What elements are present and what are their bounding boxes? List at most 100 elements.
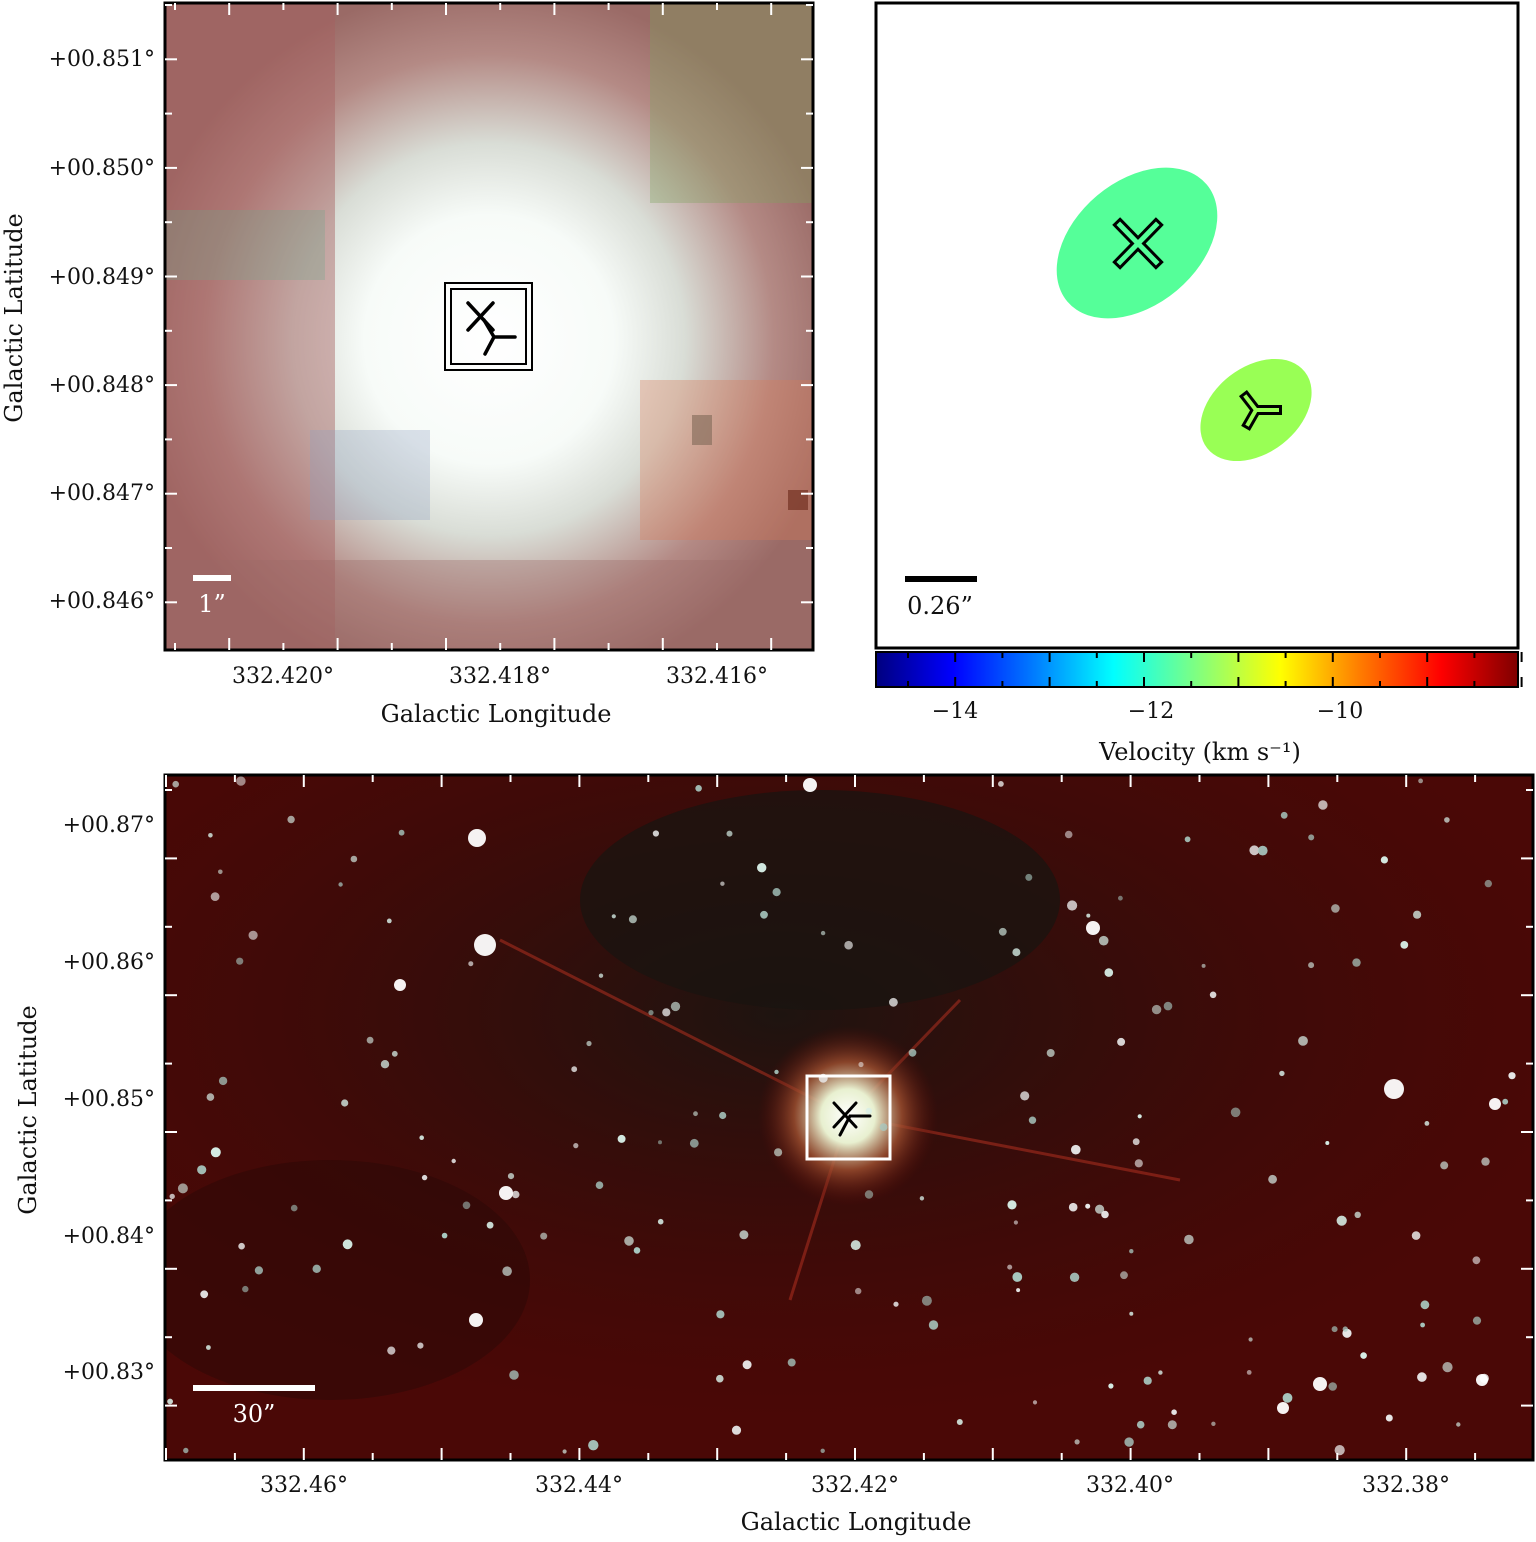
star	[893, 1301, 899, 1307]
colorbar-tick-label: −12	[1128, 699, 1174, 724]
b-yaxis-label: Galactic Latitude	[14, 1005, 42, 1215]
star	[562, 1449, 567, 1454]
b-ytick-label: +00.84°	[63, 1224, 155, 1249]
b-xtick-label: 332.40°	[1086, 1473, 1174, 1498]
star	[1318, 800, 1328, 810]
star	[1007, 1200, 1017, 1210]
star	[1230, 1107, 1241, 1118]
star	[169, 1193, 175, 1200]
star	[1508, 1072, 1516, 1080]
star	[1257, 845, 1268, 856]
star	[1143, 1376, 1152, 1385]
star	[507, 1173, 515, 1180]
bright-star	[803, 778, 817, 792]
star	[1046, 1049, 1055, 1057]
top-left-xticks	[174, 3, 773, 650]
star	[1074, 1439, 1080, 1445]
star	[998, 927, 1007, 936]
star	[441, 1232, 448, 1239]
star	[200, 1290, 209, 1299]
star	[739, 1230, 749, 1240]
star	[350, 855, 358, 863]
star	[1184, 836, 1191, 843]
b-ytick-label: +00.87°	[63, 813, 155, 838]
star	[652, 830, 660, 837]
star	[855, 1287, 862, 1295]
star	[611, 914, 616, 919]
top-right-panel: 0.26” −14 −12 −10 Velocity (km s⁻¹)	[874, 1, 1523, 766]
star	[312, 1264, 321, 1274]
star	[1456, 1422, 1461, 1427]
star	[254, 1266, 263, 1275]
bright-star	[1277, 1402, 1289, 1414]
top-left-panel: 332.420° 332.418° 332.416° +00.851° +00.…	[0, 1, 815, 728]
tri-marker-icon	[1238, 389, 1282, 431]
colorbar-label: Velocity (km s⁻¹)	[1098, 738, 1301, 766]
star	[850, 1240, 861, 1251]
star	[1167, 1420, 1177, 1430]
star	[1209, 991, 1217, 999]
star	[1411, 1231, 1421, 1240]
star	[342, 1239, 353, 1250]
star	[1246, 1370, 1252, 1375]
star	[1201, 963, 1206, 968]
tl-xtick-label: 332.416°	[666, 664, 768, 689]
star	[468, 961, 474, 967]
star	[451, 1158, 456, 1164]
star	[1331, 904, 1340, 913]
star	[1124, 1437, 1134, 1447]
bottom-panel: 332.46° 332.44° 332.42° 332.40° 332.38° …	[14, 773, 1535, 1536]
b-xtick-label: 332.46°	[260, 1473, 348, 1498]
star	[1418, 778, 1423, 784]
x-marker-icon	[1112, 217, 1164, 270]
star	[1064, 830, 1073, 839]
bottom-frame	[163, 773, 1535, 1462]
tl-yaxis-label: Galactic Latitude	[0, 213, 28, 423]
star	[1385, 1414, 1393, 1422]
tl-inset-box-inner	[450, 288, 527, 365]
star	[720, 881, 725, 886]
star	[1013, 1220, 1019, 1225]
star	[787, 1358, 796, 1367]
star	[1249, 845, 1260, 856]
star	[658, 1140, 662, 1145]
b-xtick-label: 332.42°	[811, 1473, 899, 1498]
star	[726, 830, 733, 837]
star	[1282, 1393, 1293, 1403]
bright-star	[474, 934, 496, 956]
star	[1032, 1400, 1038, 1405]
star	[1120, 1271, 1128, 1280]
star	[208, 833, 213, 838]
star	[716, 1374, 724, 1383]
star	[210, 892, 220, 901]
star	[662, 1008, 671, 1017]
tl-xtick-label: 332.420°	[232, 664, 334, 689]
star	[248, 930, 258, 940]
star	[586, 1040, 592, 1047]
star	[172, 780, 179, 788]
bottom-image	[165, 775, 1533, 1460]
star	[1424, 1121, 1430, 1126]
bright-star	[499, 1186, 513, 1200]
star	[1136, 1420, 1145, 1429]
bright-star	[394, 979, 406, 991]
x-marker-icon	[832, 1101, 858, 1129]
b-ytick-label: +00.86°	[63, 950, 155, 975]
star	[206, 1093, 215, 1101]
tl-ytick-label: +00.849°	[49, 265, 155, 290]
star	[1472, 1316, 1482, 1325]
star	[693, 1111, 698, 1117]
star	[1336, 1215, 1347, 1226]
star	[628, 915, 637, 924]
bright-star	[1384, 1079, 1404, 1099]
star	[183, 1447, 189, 1454]
top-left-frame	[163, 1, 815, 652]
star	[511, 1190, 520, 1199]
star	[956, 1419, 963, 1425]
star	[598, 973, 604, 978]
star	[1472, 1256, 1481, 1265]
star	[1028, 1116, 1037, 1124]
star	[1352, 958, 1361, 967]
tr-scalebar	[905, 576, 977, 582]
